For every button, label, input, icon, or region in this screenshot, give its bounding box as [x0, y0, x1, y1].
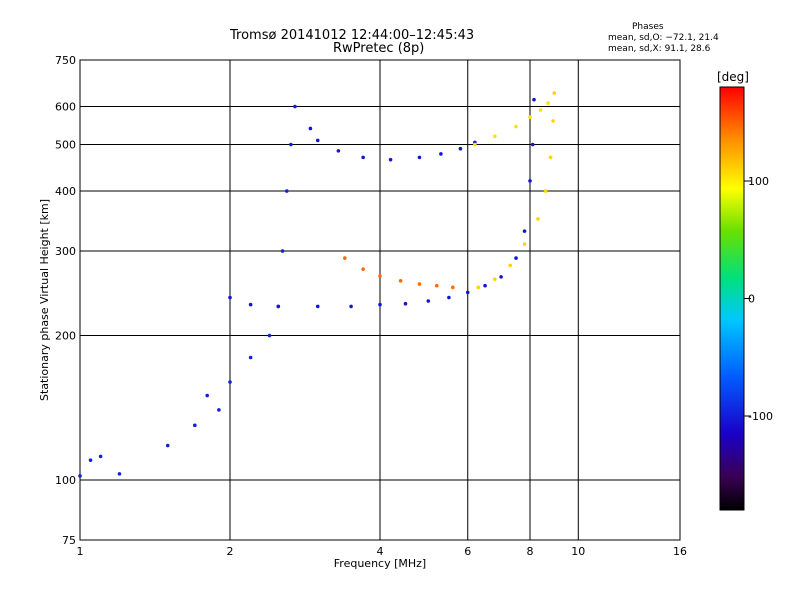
data-point	[88, 458, 93, 462]
data-point	[522, 229, 527, 233]
y-axis-label: Stationary phase Virtual Height [km]	[38, 199, 51, 401]
colorbar-tick-label: 100	[748, 175, 769, 188]
data-point	[280, 249, 285, 253]
data-point	[528, 179, 532, 183]
data-point	[530, 142, 535, 147]
data-point	[315, 304, 320, 309]
data-point	[532, 97, 536, 102]
x-axis-label: Frequency [MHz]	[334, 557, 426, 570]
data-point	[493, 277, 497, 282]
data-point	[228, 295, 232, 300]
data-point	[473, 142, 477, 147]
data-point	[349, 304, 353, 309]
data-point	[308, 126, 313, 131]
data-point	[267, 333, 272, 338]
data-points	[78, 91, 557, 478]
y-tick-label: 75	[62, 534, 76, 547]
phase-stats-o: mean, sd,O: −72.1, 21.4	[608, 33, 719, 43]
data-point	[289, 142, 293, 147]
data-point	[217, 408, 221, 412]
x-tick-label: 4	[377, 545, 384, 558]
data-point	[483, 283, 487, 288]
data-point	[284, 189, 289, 193]
x-tick-label: 6	[464, 545, 471, 558]
x-tick-label: 2	[227, 545, 234, 558]
data-point	[476, 285, 481, 290]
data-point	[538, 108, 543, 112]
data-point	[398, 279, 403, 283]
y-tick-label: 400	[55, 185, 76, 198]
y-tick-label: 750	[55, 54, 76, 67]
data-point	[165, 443, 170, 448]
data-point	[543, 189, 548, 193]
y-tick-labels: 75 100 200 300 400 500 600 750	[55, 54, 76, 547]
data-point	[417, 155, 422, 160]
data-point	[528, 115, 532, 120]
data-point	[403, 301, 408, 306]
data-point	[361, 267, 365, 271]
data-point	[378, 302, 382, 307]
x-tick-labels: 1 2 4 6 8 10 16	[77, 545, 688, 558]
phase-stats-title: Phases	[632, 22, 664, 32]
colorbar-tick-label: -100	[748, 410, 773, 423]
phase-stats-x: mean, sd,X: 91.1, 28.6	[608, 44, 711, 54]
data-point	[546, 101, 550, 105]
data-point	[315, 138, 320, 143]
data-point	[98, 454, 103, 459]
y-tick-label: 500	[55, 139, 76, 152]
x-tick-label: 1	[77, 545, 84, 558]
data-point	[378, 274, 382, 278]
data-point	[276, 304, 281, 309]
data-point	[447, 295, 451, 300]
y-tick-label: 300	[55, 245, 76, 258]
data-point	[228, 380, 232, 384]
data-point	[493, 134, 497, 139]
data-point	[193, 423, 197, 428]
data-point	[508, 263, 512, 268]
gridlines	[80, 60, 680, 540]
data-point	[343, 256, 347, 260]
data-point	[248, 302, 253, 307]
chart-title-line1: Tromsø 20141012 12:44:00–12:45:43	[230, 28, 475, 43]
data-point	[552, 91, 557, 95]
colorbar-ticks: 100 0 -100	[744, 175, 773, 423]
x-tick-label: 10	[571, 545, 585, 558]
data-point	[551, 119, 555, 123]
colorbar	[719, 86, 745, 511]
x-tick-label: 8	[527, 545, 534, 558]
colorbar-tick-label: 0	[748, 293, 755, 306]
data-point	[522, 242, 527, 246]
data-point	[78, 474, 82, 478]
y-tick-label: 200	[55, 330, 76, 343]
data-point	[451, 285, 455, 290]
data-point	[117, 472, 122, 476]
data-point	[465, 290, 470, 295]
data-point	[293, 104, 297, 109]
data-point	[361, 155, 365, 160]
data-point	[248, 355, 253, 360]
data-point	[499, 275, 503, 279]
data-point	[417, 282, 422, 286]
data-point	[514, 124, 518, 129]
data-point	[434, 283, 439, 288]
data-point	[458, 146, 463, 151]
data-point	[536, 217, 540, 221]
colorbar-label: [deg]	[717, 70, 749, 84]
y-tick-label: 600	[55, 101, 76, 114]
data-point	[388, 157, 393, 162]
data-point	[426, 299, 431, 303]
data-point	[205, 393, 209, 398]
chart-title-line2: RwPretec (8p)	[333, 41, 425, 56]
data-point	[548, 155, 553, 160]
data-point	[439, 152, 443, 156]
y-tick-label: 100	[55, 474, 76, 487]
data-point	[336, 149, 341, 153]
data-point	[514, 256, 518, 260]
x-tick-label: 16	[673, 545, 687, 558]
